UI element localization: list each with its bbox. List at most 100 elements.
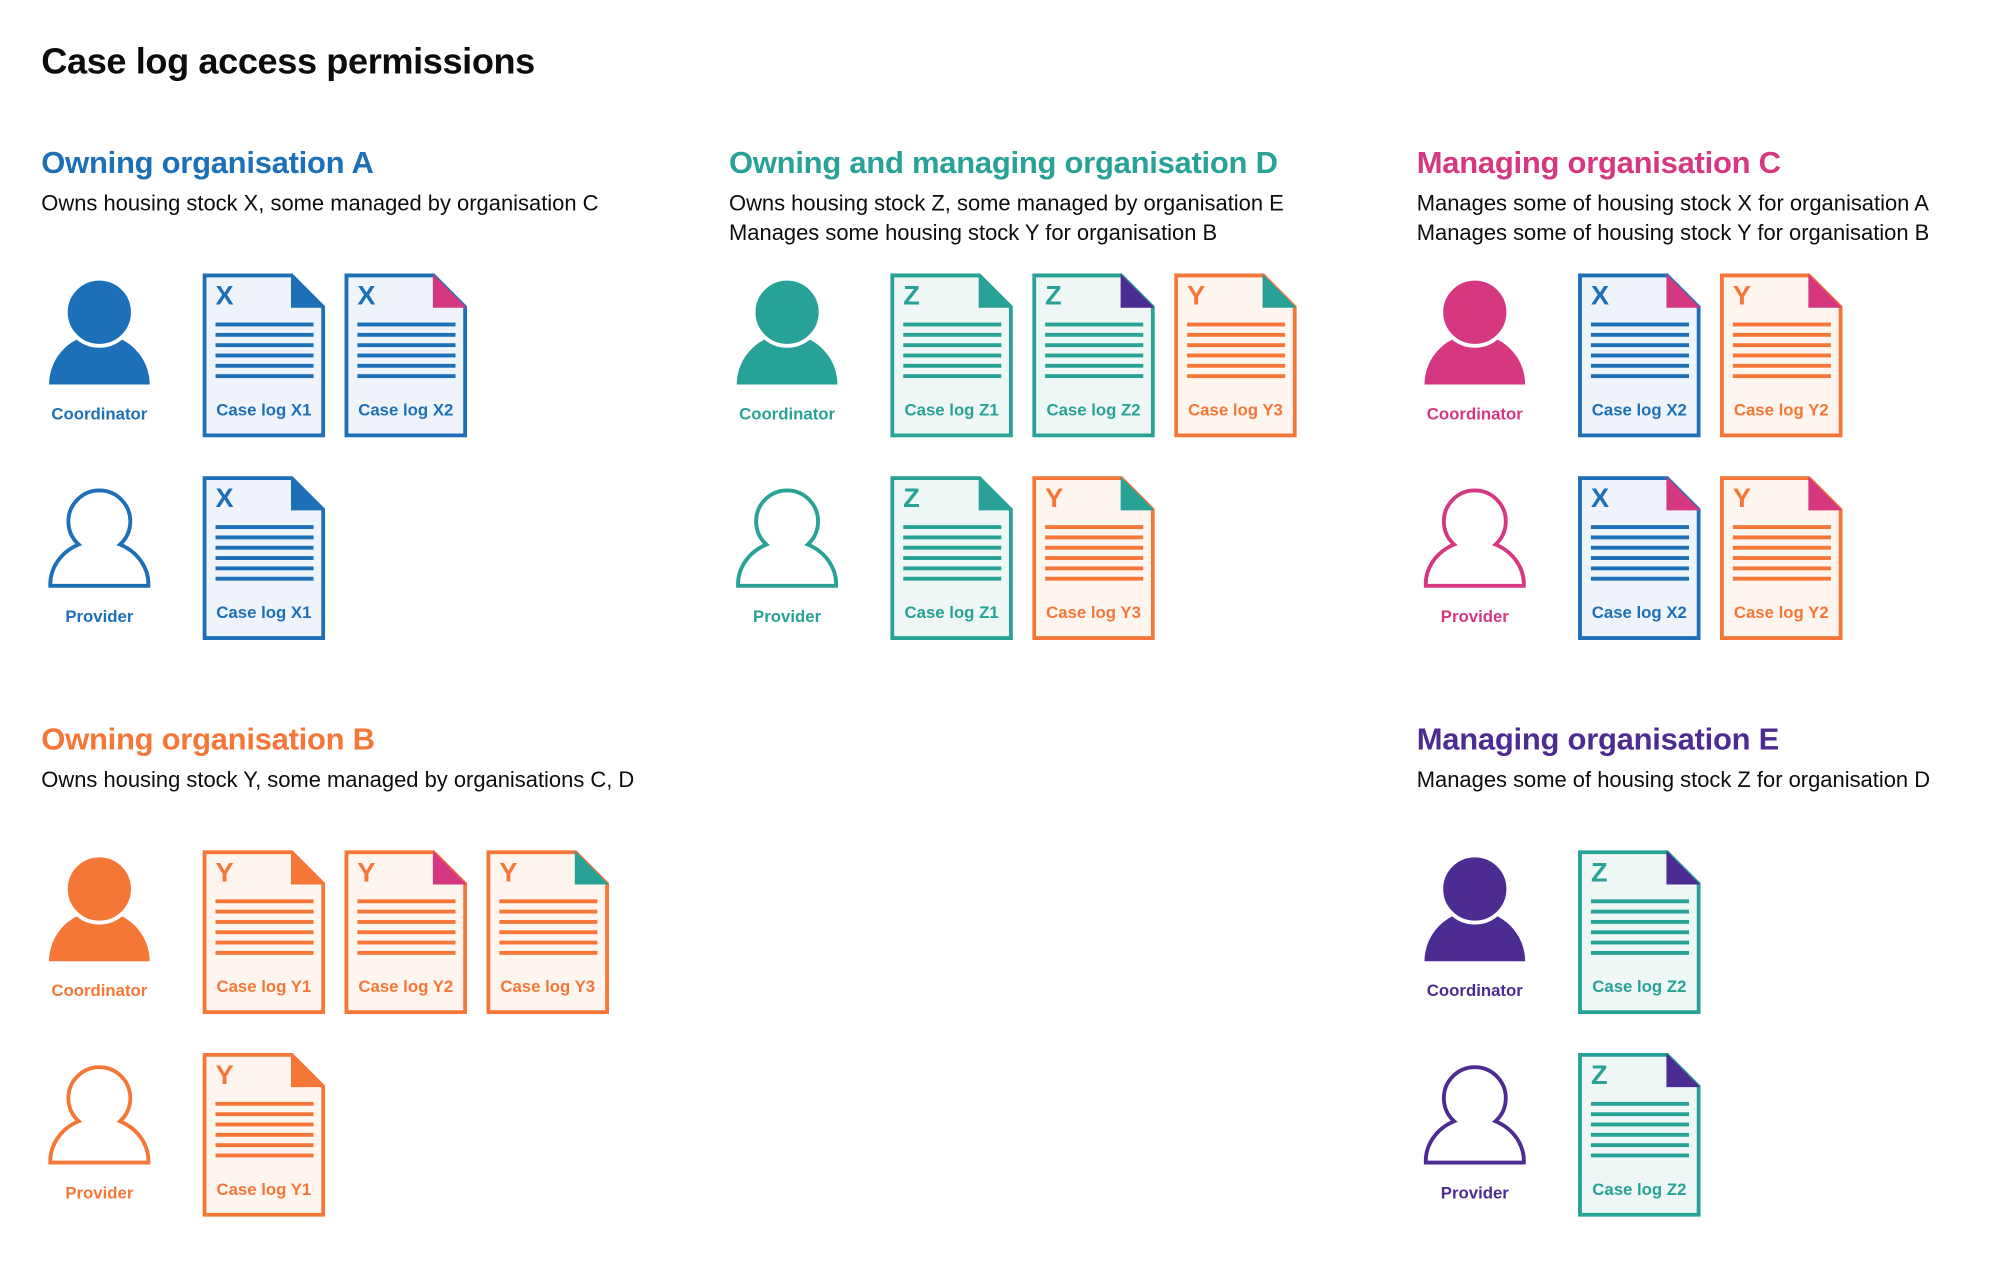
org-section: Owning and managing organisation D Owns h… — [729, 145, 1348, 640]
document-label: Case log Y2 — [1733, 602, 1829, 622]
org-section: Owning organisation B Owns housing stock … — [41, 721, 660, 1217]
person-outline-icon — [48, 488, 151, 588]
role-provider: Provider — [45, 1057, 153, 1203]
document-label: Case log Z2 — [1592, 1179, 1687, 1199]
role-label: Coordinator — [739, 403, 836, 424]
case-log-document[interactable]: Y Case log Y3 — [1032, 476, 1155, 640]
case-log-document[interactable]: X Case log X1 — [202, 476, 326, 640]
document-stock-letter: X — [357, 281, 376, 311]
document-icon — [344, 273, 468, 438]
description-line: Manages some housing stock Y for organis… — [729, 220, 1218, 246]
document-label: Case log X2 — [1591, 399, 1687, 420]
document-icon — [202, 273, 326, 438]
description-line: Owns housing stock X, some managed by or… — [41, 190, 599, 216]
role-label: Coordinator — [51, 980, 148, 1000]
person-filled-icon — [49, 277, 150, 385]
role-provider: Provider — [1421, 1057, 1529, 1203]
document-label: Case log Z1 — [904, 602, 999, 622]
document-label: Case log X1 — [216, 399, 312, 420]
document-stock-letter: Y — [215, 858, 234, 888]
person-outline-icon — [736, 488, 839, 588]
document-label: Case log X2 — [358, 399, 454, 420]
org-title: Owning organisation B — [41, 722, 375, 758]
document-label: Case log Y1 — [216, 1179, 312, 1199]
person-outline-icon — [1423, 488, 1526, 588]
case-log-document[interactable]: X Case log X2 — [344, 273, 468, 438]
case-log-document[interactable]: Y Case log Y1 — [202, 1052, 326, 1217]
org-title: Managing organisation C — [1416, 145, 1781, 181]
document-label: Case log Y3 — [1046, 602, 1141, 622]
document-icon — [202, 476, 326, 640]
org-title: Owning and managing organisation D — [729, 145, 1278, 181]
document-icon — [1174, 273, 1297, 438]
role-label: Coordinator — [1426, 403, 1523, 424]
document-icon — [1719, 476, 1843, 640]
role-coordinator: Coordinator — [45, 277, 153, 423]
case-log-document[interactable]: Y Case log Y2 — [1719, 476, 1843, 640]
document-label: Case log Y1 — [216, 976, 312, 997]
case-log-document[interactable]: Z Case log Z1 — [890, 476, 1013, 640]
document-icon — [1032, 476, 1155, 640]
role-label: Provider — [65, 606, 134, 626]
org-title: Managing organisation E — [1416, 722, 1780, 758]
org-description: Manages some of housing stock X for orga… — [1417, 188, 2000, 247]
document-stock-letter: X — [215, 281, 234, 311]
person-filled-icon — [49, 854, 150, 962]
person-filled-icon — [1424, 277, 1526, 385]
document-icon — [202, 850, 326, 1015]
case-log-document[interactable]: Z Case log Z2 — [1578, 1052, 1701, 1217]
role-coordinator: Coordinator — [1421, 854, 1529, 1000]
case-log-document[interactable]: X Case log X2 — [1578, 273, 1701, 438]
role-coordinator: Coordinator — [733, 277, 841, 423]
role-label: Provider — [1440, 1183, 1509, 1203]
document-stock-letter: Z — [903, 281, 920, 311]
document-stock-letter: X — [1590, 483, 1610, 514]
document-label: Case log Y3 — [500, 976, 596, 997]
document-stock-letter: Y — [1732, 281, 1751, 311]
document-stock-letter: Z — [1590, 1060, 1608, 1091]
case-log-document[interactable]: Y Case log Y3 — [486, 850, 610, 1015]
document-stock-letter: Z — [1590, 858, 1608, 888]
document-icon — [202, 1052, 326, 1217]
document-stock-letter: Y — [215, 1060, 234, 1091]
document-label: Case log Y2 — [1733, 399, 1829, 420]
case-log-document[interactable]: Z Case log Z1 — [890, 273, 1013, 438]
document-icon — [486, 850, 610, 1015]
document-icon — [1578, 476, 1701, 640]
document-stock-letter: X — [215, 483, 234, 514]
org-section: Managing organisation E Manages some of h… — [1416, 721, 2000, 1217]
document-stock-letter: Y — [357, 858, 376, 888]
description-line: Owns housing stock Z, some managed by or… — [729, 190, 1284, 216]
document-label: Case log Z2 — [1046, 399, 1141, 420]
case-log-document[interactable]: Y Case log Y2 — [1719, 273, 1843, 438]
role-coordinator: Coordinator — [1421, 277, 1529, 423]
document-stock-letter: Y — [1045, 483, 1064, 514]
role-label: Provider — [65, 1183, 134, 1203]
case-log-document[interactable]: Z Case log Z2 — [1578, 850, 1701, 1015]
role-coordinator: Coordinator — [45, 854, 153, 1000]
document-label: Case log X2 — [1591, 602, 1687, 622]
case-log-document[interactable]: Z Case log Z2 — [1032, 273, 1155, 438]
document-icon — [890, 273, 1013, 438]
role-label: Provider — [1440, 606, 1509, 626]
role-label: Provider — [753, 606, 822, 626]
document-label: Case log X1 — [216, 602, 312, 622]
role-provider: Provider — [1421, 480, 1529, 626]
person-filled-icon — [1424, 854, 1526, 962]
person-outline-icon — [1423, 1065, 1526, 1165]
case-log-document[interactable]: Y Case log Y1 — [202, 850, 326, 1015]
case-log-document[interactable]: Y Case log Y3 — [1174, 273, 1297, 438]
document-stock-letter: Z — [903, 483, 920, 514]
document-label: Case log Y2 — [358, 976, 454, 997]
case-log-document[interactable]: X Case log X1 — [202, 273, 326, 438]
document-stock-letter: Y — [1732, 483, 1751, 514]
document-icon — [890, 476, 1013, 640]
case-log-document[interactable]: X Case log X2 — [1578, 476, 1701, 640]
org-title: Owning organisation A — [41, 145, 374, 181]
document-stock-letter: Y — [1187, 281, 1206, 311]
person-outline-icon — [48, 1065, 151, 1165]
description-line: Manages some of housing stock X for orga… — [1416, 190, 1929, 216]
description-line: Manages some of housing stock Z for orga… — [1416, 767, 1931, 793]
case-log-document[interactable]: Y Case log Y2 — [344, 850, 468, 1015]
